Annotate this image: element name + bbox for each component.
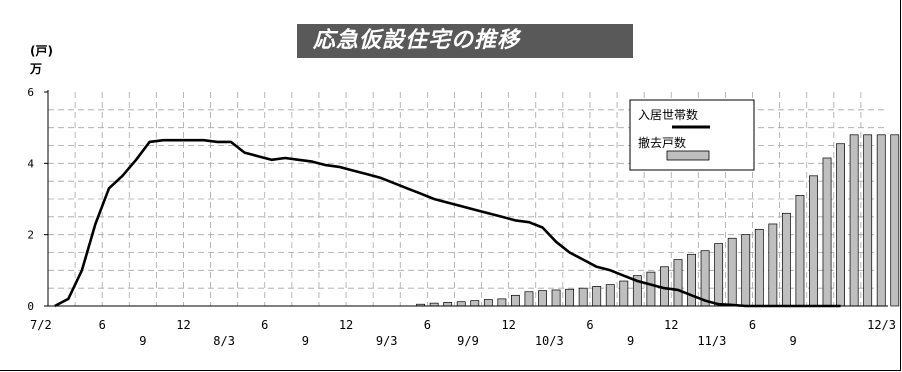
legend-label-removed: 撤去戸数 (638, 135, 686, 150)
bar (714, 243, 724, 307)
line-series-residents (54, 138, 841, 308)
bar (456, 301, 466, 307)
bar (809, 175, 818, 307)
x-tick-label: 6 (424, 318, 431, 332)
bar (890, 134, 900, 307)
bar (551, 289, 561, 307)
x-tick-label: 6 (99, 318, 106, 332)
legend-label-residents: 入居世帯数 (638, 107, 698, 122)
x-tick-label: 9 (627, 334, 634, 348)
bar (592, 286, 602, 307)
y-tick-label: 6 (27, 86, 34, 99)
bar (687, 253, 696, 307)
bar (876, 134, 886, 307)
bar (727, 237, 737, 307)
bar (483, 299, 493, 307)
bar (754, 228, 764, 307)
bar (836, 143, 845, 307)
legend-swatch-bar (666, 150, 710, 161)
x-tick-label: 9 (139, 334, 146, 348)
x-tick-label: 6 (261, 318, 268, 332)
bar (443, 302, 453, 307)
bar (619, 280, 629, 307)
y-tick-label: 2 (27, 229, 34, 242)
bars-removed-units (416, 134, 900, 307)
x-tick-label: 11/3 (697, 334, 726, 348)
x-tick-label: 9 (302, 334, 309, 348)
chart-title: 応急仮設住宅の推移 (313, 28, 521, 53)
x-tick-label: 9/9 (457, 334, 479, 348)
bar (863, 134, 873, 307)
x-tick-label: 9 (790, 334, 797, 348)
line-residents (54, 138, 841, 308)
y-unit-multiplier: 万 (30, 62, 43, 76)
bar (497, 298, 507, 307)
x-tick-label: 6 (586, 318, 593, 332)
bar (700, 250, 710, 307)
x-tick-labels: 7/2 6 12 6 12 6 12 6 12 6 12/3 9 8/3 9 9/3 9/9 10/3 9 11/3… (30, 318, 896, 348)
x-tick-label: 9/3 (376, 334, 398, 348)
y-tick-label: 4 (27, 157, 34, 170)
bar (605, 284, 615, 307)
bar (781, 212, 791, 307)
x-tick-label: 12 (339, 318, 353, 332)
chart-title-box: 応急仮設住宅の推移 (297, 24, 633, 58)
x-tick-label: 12 (176, 318, 190, 332)
y-tick-labels: 0 2 4 6 (27, 86, 34, 313)
bar (565, 288, 575, 307)
x-tick-label: 12 (664, 318, 678, 332)
bar (849, 134, 859, 307)
x-tick-label: 10/3 (535, 334, 564, 348)
bar (511, 294, 520, 307)
bar (822, 157, 832, 307)
bar (646, 271, 656, 307)
bar (578, 287, 588, 307)
x-tick-label: 12/3 (867, 318, 896, 332)
bar (741, 234, 751, 307)
x-tick-label: 12 (501, 318, 515, 332)
x-tick-label: 8/3 (213, 334, 235, 348)
y-unit-label: (戸) (30, 44, 53, 58)
bar (795, 195, 805, 307)
x-tick-label: 7/2 (30, 318, 52, 332)
bar (524, 291, 534, 307)
bar (538, 290, 547, 307)
bar (768, 223, 778, 307)
x-tick-label: 6 (749, 318, 756, 332)
bar (470, 300, 480, 307)
y-tick-label: 0 (27, 300, 34, 313)
bar (673, 259, 683, 307)
